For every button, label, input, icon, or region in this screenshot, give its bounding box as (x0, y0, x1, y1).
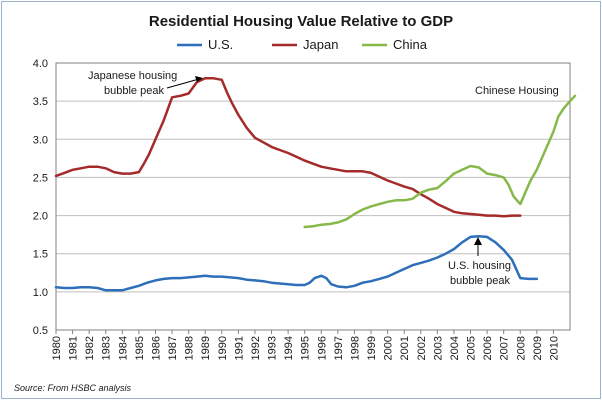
legend-label-japan: Japan (303, 37, 338, 52)
annotation-us-peak-line1: U.S. housing (448, 260, 511, 272)
chart-title: Residential Housing Value Relative to GD… (149, 13, 453, 30)
y-axis-ticks: 0.5 1.0 1.5 2.0 2.5 3.0 3.5 4.0 (33, 58, 48, 337)
x-tick-label: 1996 (316, 336, 328, 360)
x-tick-label: 1993 (267, 336, 279, 360)
x-tick-label: 1989 (200, 336, 212, 360)
y-tick-label: 1.5 (33, 249, 48, 261)
legend-label-us: U.S. (208, 37, 233, 52)
x-tick-label: 1999 (366, 336, 378, 360)
x-tick-label: 1988 (184, 336, 196, 360)
x-tick-label: 1997 (333, 336, 345, 360)
x-tick-label: 1998 (349, 336, 361, 360)
series-line-japan (54, 77, 522, 218)
annotation-us-arrowhead (474, 237, 482, 245)
annotation-japan-peak-line2: bubble peak (104, 85, 164, 97)
x-tick-label: 1987 (167, 336, 179, 360)
annotation-japan-peak-line1: Japanese housing (88, 70, 177, 82)
legend-label-china: China (393, 37, 428, 52)
x-axis-ticks: 1980 1981 1982 1983 1984 1985 1986 1987 1988 1989… (51, 330, 560, 360)
x-tick-label: 1981 (68, 336, 80, 360)
annotation-japan-arrowhead (195, 76, 203, 82)
annotation-japan-peak: Japanese housing bubble peak (88, 70, 203, 97)
x-tick-label: 1995 (300, 336, 312, 360)
annotation-us-peak-line2: bubble peak (450, 275, 510, 287)
legend: U.S. Japan China (177, 37, 428, 52)
series-lines (54, 77, 577, 292)
legend-item-us: U.S. (177, 37, 233, 52)
x-tick-label: 1992 (250, 336, 262, 360)
y-tick-label: 2.0 (33, 211, 48, 223)
x-tick-label: 2006 (482, 336, 494, 360)
gridlines (55, 62, 571, 331)
x-tick-label: 2005 (466, 336, 478, 360)
x-tick-label: 2002 (416, 336, 428, 360)
y-tick-label: 0.5 (33, 325, 48, 337)
annotation-china-label: Chinese Housing (475, 85, 559, 97)
x-tick-label: 1982 (84, 336, 96, 360)
x-tick-label: 1984 (117, 336, 129, 360)
series-line-china (303, 94, 577, 229)
x-tick-label: 1994 (283, 336, 295, 360)
annotation-japan-arrow (166, 78, 200, 89)
source-note: Source: From HSBC analysis (14, 383, 132, 393)
x-tick-label: 1985 (134, 336, 146, 360)
annotation-us-peak: U.S. housing bubble peak (448, 237, 511, 287)
x-tick-label: 2010 (548, 336, 560, 360)
x-tick-label: 2003 (432, 336, 444, 360)
x-tick-label: 2000 (383, 336, 395, 360)
y-tick-label: 1.0 (33, 287, 48, 299)
y-tick-label: 4.0 (33, 58, 48, 70)
series-line-us (54, 234, 539, 292)
x-tick-label: 2001 (399, 336, 411, 360)
x-tick-label: 1986 (150, 336, 162, 360)
y-tick-label: 2.5 (33, 172, 48, 184)
plot-area-border (55, 62, 571, 331)
x-tick-label: 2007 (499, 336, 511, 360)
x-tick-label: 1983 (101, 336, 113, 360)
x-tick-label: 1991 (233, 336, 245, 360)
y-tick-label: 3.5 (33, 96, 48, 108)
legend-item-china: China (362, 37, 428, 52)
y-tick-label: 3.0 (33, 134, 48, 146)
x-tick-label: 1990 (217, 336, 229, 360)
x-tick-label: 1980 (51, 336, 63, 360)
x-tick-label: 2009 (532, 336, 544, 360)
x-tick-label: 2008 (515, 336, 527, 360)
legend-item-japan: Japan (272, 37, 338, 52)
x-tick-label: 2004 (449, 336, 461, 360)
